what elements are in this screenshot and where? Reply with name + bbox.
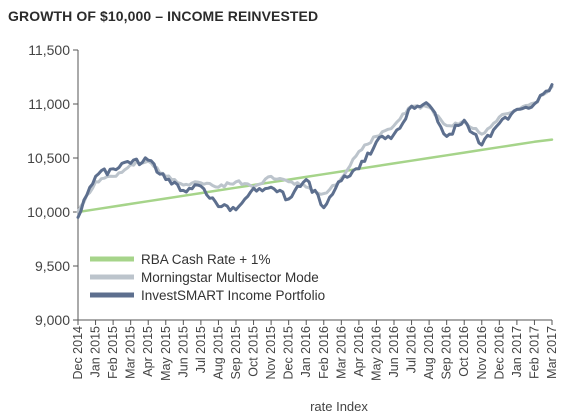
legend: RBA Cash Rate + 1% Morningstar Multisecto…: [90, 252, 325, 303]
y-tick-label: 9,000: [35, 312, 70, 328]
x-tick-label: Jul 2015: [194, 326, 208, 373]
series-line-1: [76, 138, 554, 214]
x-tick-label: Dec 2016: [492, 326, 506, 380]
x-tick-label: Oct 2016: [457, 326, 471, 377]
x-tick-label: May 2016: [369, 326, 383, 381]
x-tick-label: Aug 2015: [211, 326, 225, 380]
x-tick-label: Jan 2017: [510, 326, 524, 377]
x-tick-label: Apr 2016: [352, 326, 366, 377]
x-tick-label: Feb 2017: [527, 326, 541, 379]
x-tick-label: Sep 2016: [440, 326, 454, 380]
legend-label-3: InvestSMART Income Portfolio: [141, 288, 325, 303]
x-tick-label: Nov 2016: [475, 326, 489, 380]
y-axis: 9,000 9,500 10,000 10,500 11,000 11,500: [27, 42, 79, 328]
legend-label-2: Morningstar Multisector Mode: [141, 270, 319, 285]
x-tick-label: Nov 2015: [264, 326, 278, 380]
x-tick-label: Jan 2016: [299, 326, 313, 377]
x-tick-label: Mar 2017: [545, 326, 559, 379]
x-tick-label: Dec 2015: [282, 326, 296, 380]
y-tick-label: 9,500: [35, 258, 70, 274]
x-tick-label: Mar 2015: [124, 326, 138, 379]
y-tick-label: 10,000: [27, 204, 70, 220]
x-tick-label: May 2015: [159, 326, 173, 381]
x-axis: Dec 2014 Jan 2015 Feb 2015 Mar 2015 Apr 2015…: [71, 319, 559, 381]
y-tick-label: 11,000: [28, 96, 70, 112]
series-line-3: [76, 83, 554, 219]
x-tick-label: Aug 2016: [422, 326, 436, 380]
x-tick-label: Jul 2016: [405, 326, 419, 373]
x-tick-label: Oct 2015: [247, 326, 261, 377]
x-tick-label: Sep 2015: [229, 326, 243, 380]
x-axis-label: rate Index: [310, 399, 368, 414]
y-tick-label: 11,500: [28, 42, 70, 58]
x-tick-label: Jun 2015: [176, 326, 190, 377]
series-layer: [76, 83, 554, 219]
x-tick-label: Jun 2016: [387, 326, 401, 377]
x-tick-label: Mar 2016: [334, 326, 348, 379]
y-tick-label: 10,500: [27, 150, 70, 166]
x-tick-label: Feb 2015: [106, 326, 120, 379]
x-tick-label: Jan 2015: [89, 326, 103, 377]
chart-title: GROWTH OF $10,000 – INCOME REINVESTED: [8, 8, 319, 24]
x-tick-label: Apr 2015: [141, 326, 155, 377]
legend-label-1: RBA Cash Rate + 1%: [141, 252, 270, 267]
x-tick-label: Dec 2014: [71, 326, 85, 380]
x-tick-label: Feb 2016: [317, 326, 331, 379]
